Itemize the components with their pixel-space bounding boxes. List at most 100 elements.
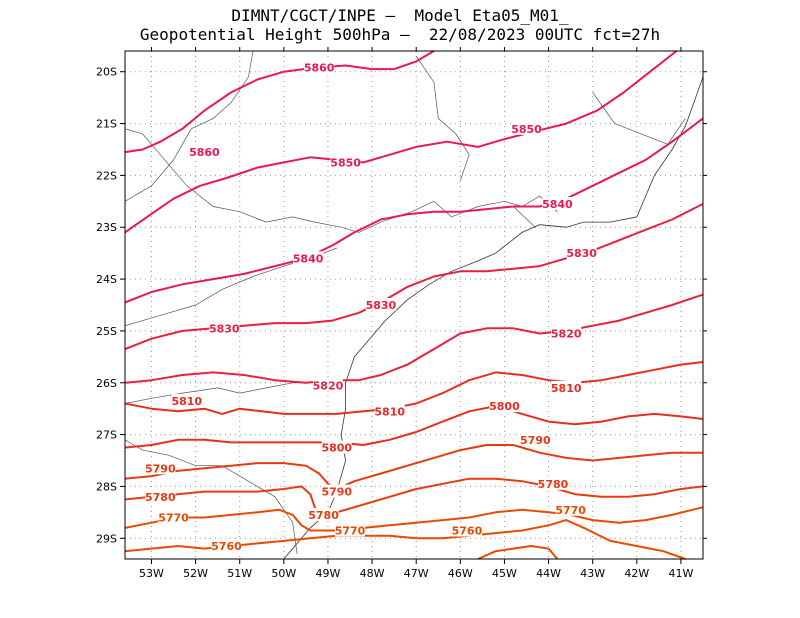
contour-label-bg: [555, 502, 586, 516]
y-tick-label: 20S: [96, 66, 117, 79]
contour-label: 5810: [171, 395, 202, 408]
contour-label-bg: [293, 251, 324, 265]
x-tick-label: 51W: [227, 567, 252, 580]
border-line: [592, 92, 686, 145]
contour-label: 5770: [555, 504, 586, 517]
contour-label-bg: [511, 121, 542, 135]
x-tick-label: 48W: [360, 567, 385, 580]
contour-5790: [124, 444, 703, 490]
contour-label-bg: [321, 484, 352, 498]
contour-label-bg: [365, 298, 396, 311]
x-tick-label: 41W: [669, 567, 694, 580]
contour-label: 5830: [566, 247, 597, 260]
contour-label-bg: [189, 145, 220, 159]
contour-label-bg: [489, 399, 520, 413]
contour-label: 5820: [313, 379, 344, 392]
contour-5860: [124, 50, 435, 154]
contour-label-bg: [335, 523, 366, 537]
map-title-line1: DIMNT/CGCT/INPE – Model Eta05_M01_: [231, 6, 569, 25]
contour-label: 5800: [321, 442, 352, 455]
contour-label-bg: [451, 523, 482, 537]
contour-label: 5830: [209, 322, 240, 335]
contour-label-bg: [566, 246, 597, 260]
contour-label: 5850: [330, 156, 361, 169]
contour-label-bg: [551, 326, 582, 340]
contour-label: 5860: [189, 146, 220, 159]
coastline-path: [283, 76, 704, 560]
border-line: [513, 206, 536, 228]
state-borders: [124, 50, 686, 554]
border-line: [124, 50, 254, 202]
contour-label: 5770: [335, 524, 366, 537]
y-tick-label: 28S: [96, 480, 117, 493]
contour-label-bg: [308, 507, 339, 521]
x-tick-label: 46W: [448, 567, 473, 580]
contour-label-bg: [330, 155, 361, 169]
contour-5810: [124, 361, 704, 415]
contour-label-bg: [145, 461, 176, 475]
latitude-ticks: 20S 21S 22S 23S 24S 25S 26S 27S 28S 29S: [96, 66, 707, 545]
x-tick-label: 53W: [139, 567, 164, 580]
contour-label: 5760: [211, 540, 242, 553]
contour-5750: [477, 545, 559, 560]
contour-label: 5760: [452, 524, 483, 537]
contour-label: 5810: [551, 382, 582, 395]
contour-5780: [124, 477, 704, 519]
contour-label: 5770: [158, 512, 189, 525]
contour-label: 5790: [321, 486, 352, 499]
contour-label: 5840: [542, 198, 573, 211]
contour-label: 5780: [538, 478, 569, 491]
height-contours: [124, 50, 704, 560]
contour-label-bg: [551, 380, 582, 394]
contour-label-bg: [321, 440, 352, 454]
x-tick-label: 49W: [316, 567, 341, 580]
x-tick-label: 47W: [404, 567, 429, 580]
contour-label-bg: [374, 404, 405, 418]
contour-label: 5860: [304, 62, 335, 75]
y-tick-label: 23S: [96, 221, 117, 234]
contour-label-bg: [145, 489, 176, 503]
contour-label: 5840: [293, 252, 324, 265]
contour-label-bg: [537, 476, 568, 490]
x-tick-label: 42W: [624, 567, 649, 580]
contour-5760: [124, 519, 686, 560]
border-line: [124, 128, 558, 233]
contour-label: 5810: [374, 405, 405, 418]
contour-label-bg: [312, 378, 343, 392]
contour-label-bg: [209, 321, 240, 335]
contour-label: 5800: [489, 400, 520, 413]
map-frame: [124, 50, 704, 560]
contour-label-bg: [211, 539, 242, 553]
y-tick-label: 25S: [96, 325, 117, 338]
x-tick-label: 50W: [271, 567, 296, 580]
contour-label: 5850: [511, 123, 542, 136]
border-line: [415, 56, 470, 181]
contour-label-bg: [158, 510, 189, 524]
contour-5800: [124, 405, 704, 449]
y-tick-label: 24S: [96, 273, 117, 286]
y-tick-label: 21S: [96, 118, 117, 131]
contour-label: 5780: [308, 509, 339, 522]
y-tick-label: 26S: [96, 377, 117, 390]
x-tick-label: 43W: [580, 567, 605, 580]
contour-label: 5790: [145, 462, 176, 475]
contour-label: 5830: [366, 299, 397, 312]
contour-5770: [124, 506, 704, 532]
y-tick-label: 27S: [96, 429, 117, 442]
x-tick-label: 44W: [536, 567, 561, 580]
contour-label: 5790: [520, 434, 551, 447]
x-tick-label: 45W: [492, 567, 517, 580]
coastline: [283, 76, 704, 560]
lat-lon-grid: [125, 51, 703, 559]
contour-label: 5820: [551, 328, 582, 341]
contour-label-bg: [304, 60, 335, 74]
y-tick-label: 22S: [96, 169, 117, 182]
longitude-ticks: 53W 52W 51W 50W 49W 48W 47W 46W 45W 44W 43W 42W 41W: [139, 47, 693, 580]
contour-5820: [124, 293, 704, 384]
map-title-line2: Geopotential Height 500hPa – 22/08/2023 …: [139, 25, 661, 44]
contour-labels: 5860 5860 5850 5850 5840 5840 5830 5830 5830 5820…: [145, 60, 597, 553]
x-tick-label: 52W: [183, 567, 208, 580]
contour-label-bg: [171, 393, 202, 407]
contour-5850: [124, 50, 678, 234]
